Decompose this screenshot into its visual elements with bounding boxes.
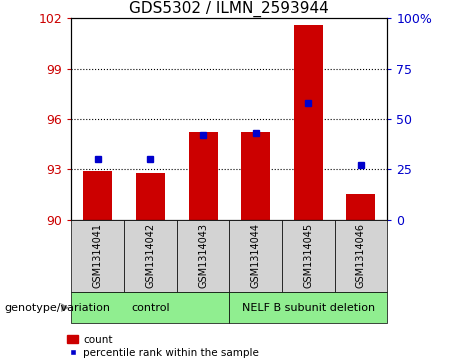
Bar [294,25,323,220]
Text: GSM1314041: GSM1314041 [93,223,103,289]
Text: NELF B subunit deletion: NELF B subunit deletion [242,303,375,313]
Bar [189,132,218,220]
FancyBboxPatch shape [229,292,387,323]
Bar [136,173,165,220]
FancyBboxPatch shape [177,220,229,292]
FancyBboxPatch shape [71,220,124,292]
Title: GDS5302 / ILMN_2593944: GDS5302 / ILMN_2593944 [130,1,329,17]
Text: control: control [131,303,170,313]
Text: genotype/variation: genotype/variation [5,303,111,313]
Polygon shape [61,303,69,312]
Text: GSM1314042: GSM1314042 [145,223,155,289]
Bar [83,171,112,220]
Legend: count, percentile rank within the sample: count, percentile rank within the sample [67,335,259,358]
Text: GSM1314045: GSM1314045 [303,223,313,289]
Text: GSM1314046: GSM1314046 [356,223,366,289]
Text: GSM1314043: GSM1314043 [198,223,208,289]
FancyBboxPatch shape [71,292,229,323]
FancyBboxPatch shape [282,220,335,292]
FancyBboxPatch shape [335,220,387,292]
FancyBboxPatch shape [124,220,177,292]
Bar [241,132,270,220]
FancyBboxPatch shape [229,220,282,292]
Text: GSM1314044: GSM1314044 [251,223,260,289]
Bar [347,195,375,220]
